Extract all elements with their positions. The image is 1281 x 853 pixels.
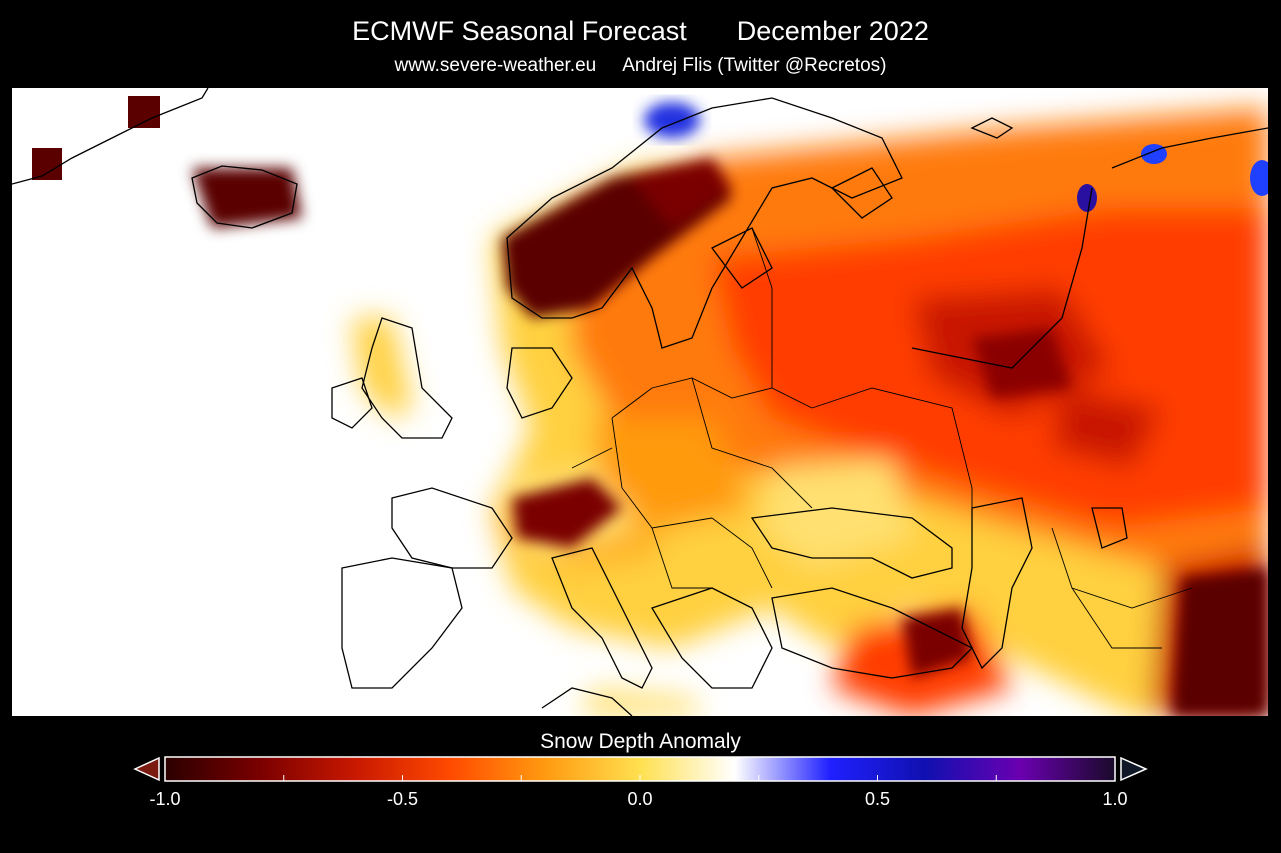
positive-anomaly-east	[1250, 160, 1268, 196]
colorbar-tick-label: -1.0	[149, 789, 181, 809]
author-credit: Andrej Flis (Twitter @Recretos)	[622, 55, 887, 76]
colorbar-tick-label: 0.5	[864, 789, 891, 809]
map-title: ECMWF Seasonal Forecast December 2022	[0, 16, 1281, 47]
anomaly-hotspots	[192, 158, 1268, 716]
colorbar-tick-label: 0.0	[627, 789, 653, 809]
colorbar-tick-label: 1.0	[1102, 789, 1128, 809]
title-product: ECMWF Seasonal Forecast	[352, 16, 687, 46]
colorbar-title: Snow Depth Anomaly	[540, 730, 741, 753]
colorbar	[133, 756, 1149, 782]
anomaly-greenland-east	[128, 96, 160, 128]
colorbar-under-arrow	[133, 756, 160, 782]
source-site: www.severe-weather.eu	[394, 55, 597, 76]
colorbar-over-arrow	[1120, 756, 1148, 782]
anomaly-map-canvas	[12, 88, 1268, 716]
anomaly-greenland-south	[32, 148, 62, 180]
positive-anomaly-north	[1141, 144, 1167, 164]
anomaly-map	[12, 88, 1268, 716]
colorbar-canvas	[133, 756, 1148, 782]
positive-anomaly-urals	[1077, 184, 1097, 212]
colorbar-gradient	[164, 756, 1116, 782]
country-borders	[571, 227, 1193, 649]
positive-anomaly-scandinavia	[644, 102, 700, 138]
colorbar-tick-label: -0.5	[386, 789, 419, 809]
title-month: December 2022	[736, 16, 929, 46]
colorbar-ticks	[283, 775, 997, 781]
map-subtitle: www.severe-weather.eu Andrej Flis (Twitte…	[0, 55, 1281, 77]
coastlines	[12, 88, 1268, 716]
